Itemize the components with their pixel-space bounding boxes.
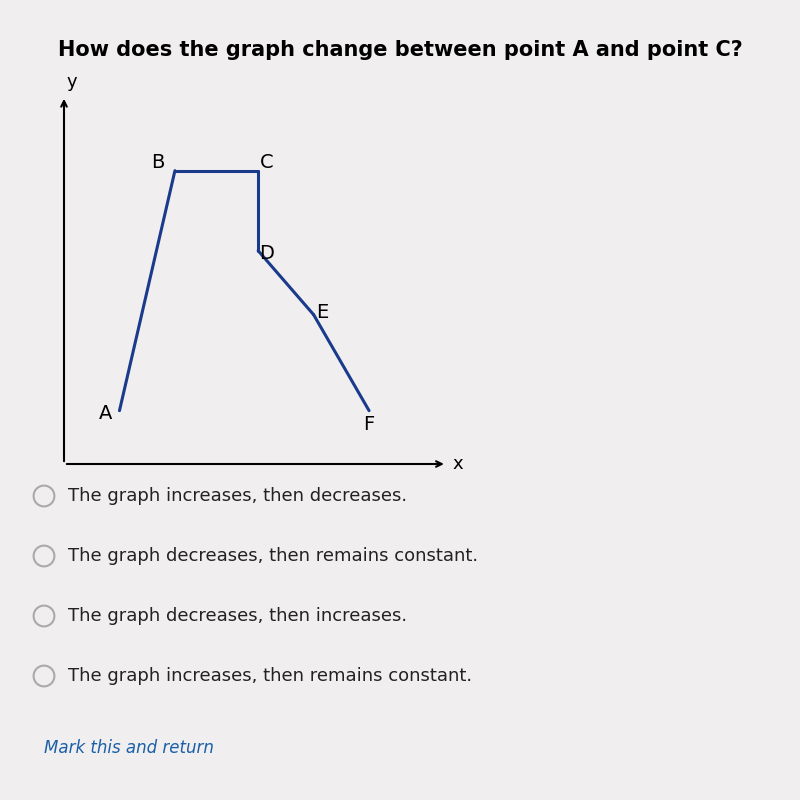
Text: C: C <box>260 153 274 172</box>
Text: D: D <box>259 244 274 263</box>
Text: y: y <box>66 73 78 90</box>
Text: The graph increases, then remains constant.: The graph increases, then remains consta… <box>68 667 472 685</box>
Text: The graph increases, then decreases.: The graph increases, then decreases. <box>68 487 407 505</box>
Text: x: x <box>452 455 463 473</box>
Text: The graph decreases, then increases.: The graph decreases, then increases. <box>68 607 407 625</box>
Text: How does the graph change between point A and point C?: How does the graph change between point … <box>58 40 742 60</box>
Text: A: A <box>99 404 112 423</box>
Text: E: E <box>316 302 328 322</box>
Text: The graph decreases, then remains constant.: The graph decreases, then remains consta… <box>68 547 478 565</box>
Text: F: F <box>363 414 374 434</box>
Text: B: B <box>152 153 165 172</box>
Text: Mark this and return: Mark this and return <box>44 739 214 757</box>
